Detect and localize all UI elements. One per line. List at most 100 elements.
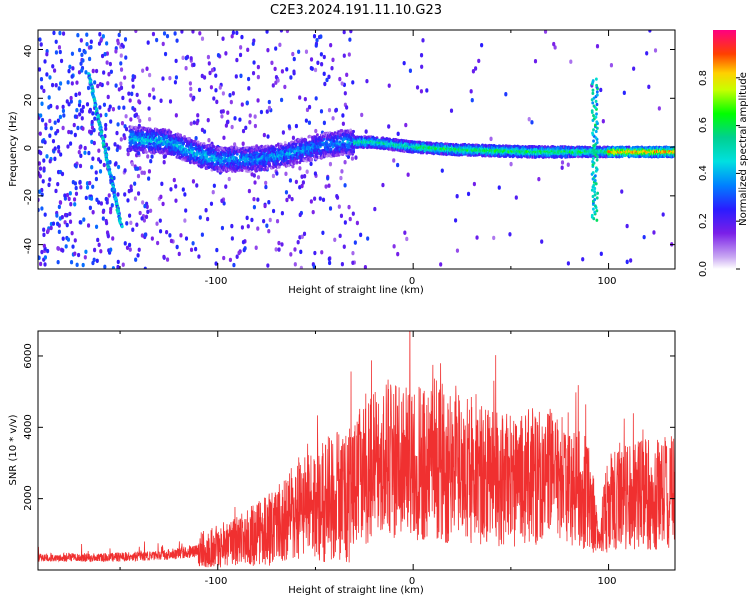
- heatmap-cell: [595, 44, 600, 49]
- heatmap-cell: [514, 195, 518, 200]
- heatmap-cell: [408, 68, 413, 73]
- heatmap-cell: [322, 54, 326, 60]
- heatmap-cell: [227, 176, 231, 182]
- heatmap-cell: [332, 139, 336, 143]
- heatmap-cell: [230, 236, 234, 241]
- heatmap-cell: [267, 105, 272, 111]
- heatmap-cell: [192, 62, 196, 68]
- heatmap-cell: [183, 192, 187, 197]
- heatmap-cell: [130, 147, 134, 151]
- heatmap-cell: [83, 50, 87, 55]
- heatmap-cell: [244, 125, 248, 131]
- heatmap-cell: [159, 139, 163, 143]
- heatmap-cell: [250, 217, 254, 223]
- heatmap-cell: [406, 172, 410, 177]
- heatmap-cell: [125, 245, 130, 250]
- heatmap-cell: [425, 88, 429, 93]
- heatmap-cell: [240, 168, 244, 173]
- heatmap-cell: [322, 137, 326, 141]
- heatmap-cell: [232, 262, 236, 268]
- heatmap-cell: [67, 102, 71, 107]
- heatmap-cell: [497, 185, 501, 190]
- heatmap-cell: [114, 161, 118, 166]
- heatmap-cell: [264, 184, 268, 190]
- heatmap-cell: [119, 61, 123, 66]
- heatmap-cell: [44, 122, 48, 127]
- heatmap-cell: [174, 113, 178, 118]
- heatmap-cell: [134, 141, 138, 145]
- heatmap-cell: [471, 69, 476, 74]
- heatmap-cell: [79, 153, 83, 159]
- heatmap-cell: [136, 191, 141, 196]
- heatmap-cell: [109, 119, 113, 124]
- heatmap-cell: [58, 81, 63, 86]
- heatmap-cell: [341, 152, 345, 157]
- heatmap-cell: [105, 230, 110, 235]
- heatmap-cell: [335, 193, 339, 199]
- heatmap-cell: [161, 201, 165, 207]
- heatmap-cell: [65, 192, 70, 198]
- heatmap-cell: [350, 156, 355, 161]
- heatmap-cell: [51, 221, 56, 226]
- heatmap-cell: [243, 158, 247, 162]
- heatmap-cell: [38, 67, 42, 72]
- heatmap-cell: [303, 96, 307, 102]
- heatmap-cell: [477, 144, 481, 148]
- heatmap-cell: [137, 125, 141, 130]
- heatmap-cell: [271, 208, 276, 214]
- heatmap-cell: [319, 109, 324, 114]
- heatmap-cell: [123, 37, 128, 42]
- heatmap-cell: [271, 173, 276, 179]
- heatmap-cell: [262, 218, 266, 224]
- heatmap-cell: [43, 255, 48, 260]
- heatmap-cell: [343, 160, 347, 165]
- heatmap-cell: [70, 74, 74, 79]
- heatmap-cell: [560, 160, 565, 165]
- heatmap-cell: [231, 91, 235, 96]
- heatmap-cell: [202, 142, 206, 146]
- heatmap-cell: [319, 34, 323, 39]
- heatmap-cell: [342, 244, 346, 249]
- heatmap-cell: [91, 184, 95, 189]
- heatmap-cell: [284, 190, 289, 195]
- heatmap-cell: [56, 118, 60, 123]
- heatmap-cell: [475, 235, 479, 240]
- heatmap-cell: [313, 171, 318, 176]
- heatmap-cell: [275, 171, 279, 176]
- heatmap-cell: [247, 86, 251, 91]
- heatmap-cell: [44, 125, 48, 131]
- heatmap-cell: [242, 247, 246, 253]
- heatmap-cell: [280, 242, 284, 247]
- heatmap-cell: [116, 259, 120, 265]
- heatmap-cell: [189, 121, 193, 126]
- heatmap-cell: [91, 156, 95, 161]
- heatmap-cell: [57, 229, 61, 235]
- heatmap-cell: [151, 87, 155, 92]
- heatmap-cell: [508, 232, 512, 237]
- heatmap-cell: [116, 264, 120, 269]
- heatmap-cell: [148, 72, 152, 78]
- heatmap-cell: [147, 117, 152, 122]
- heatmap-cell: [158, 229, 163, 234]
- heatmap-cell: [122, 105, 126, 110]
- heatmap-cell: [315, 38, 319, 43]
- heatmap-cell: [45, 72, 49, 77]
- heatmap-cell: [112, 175, 116, 181]
- heatmap-cell: [212, 145, 216, 149]
- heatmap-cell: [387, 83, 391, 88]
- heatmap-cell: [221, 91, 225, 96]
- heatmap-cell: [648, 30, 652, 33]
- heatmap-cell: [81, 104, 85, 110]
- heatmap-cell: [328, 161, 333, 167]
- heatmap-cell: [234, 156, 238, 160]
- heatmap-cell: [320, 250, 324, 255]
- heatmap-cell: [477, 58, 481, 64]
- heatmap-cell: [218, 85, 222, 90]
- heatmap-cell: [89, 196, 94, 201]
- heatmap-cell: [206, 216, 210, 222]
- heatmap-cell: [73, 181, 78, 186]
- heatmap-cell: [88, 205, 92, 211]
- heatmap-cell: [175, 244, 179, 250]
- heatmap-cell: [214, 261, 218, 266]
